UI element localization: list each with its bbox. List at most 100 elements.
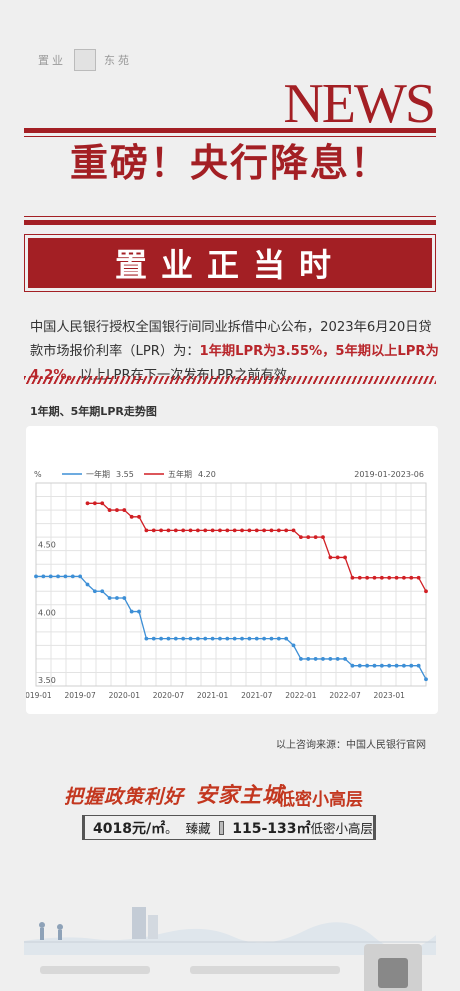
spec-label: 臻藏 <box>185 821 211 836</box>
data-point-one-year <box>78 574 83 579</box>
data-point-one-year <box>387 663 392 668</box>
data-point-one-year <box>173 636 178 641</box>
news-masthead: NEWS <box>283 73 436 135</box>
data-point-five-year <box>284 528 289 533</box>
data-point-five-year <box>291 528 296 533</box>
data-point-five-year <box>328 555 333 560</box>
data-point-five-year <box>276 528 281 533</box>
data-point-one-year <box>321 657 325 661</box>
data-point-five-year <box>203 528 208 533</box>
data-point-one-year <box>379 663 384 668</box>
spec-price: 4018元/㎡。 <box>93 820 178 837</box>
data-point-one-year <box>416 663 421 668</box>
data-point-five-year <box>166 528 171 533</box>
data-point-five-year <box>350 575 355 580</box>
data-point-one-year <box>85 582 90 587</box>
data-point-one-year <box>350 663 355 668</box>
data-point-five-year <box>232 528 237 533</box>
data-point-five-year <box>100 501 105 506</box>
data-point-five-year <box>129 514 134 519</box>
data-point-one-year <box>70 574 75 579</box>
data-point-five-year <box>159 528 163 533</box>
data-point-five-year <box>387 575 392 580</box>
data-point-five-year <box>343 555 347 560</box>
legend-value-five-year: 4.20 <box>198 470 216 479</box>
data-point-five-year <box>115 508 119 512</box>
data-point-five-year <box>335 555 340 560</box>
x-tick-label: 2022-01 <box>285 691 317 700</box>
data-point-five-year <box>92 501 97 506</box>
data-point-one-year <box>137 609 141 614</box>
data-point-five-year <box>394 575 399 580</box>
data-point-five-year <box>372 575 377 580</box>
data-point-five-year <box>173 528 178 533</box>
announcement-paragraph: 中国人民银行授权全国银行间同业拆借中心公布，2023年6月20日贷款市场报价利率… <box>30 316 442 388</box>
data-point-five-year <box>181 528 186 533</box>
data-point-one-year <box>291 643 296 648</box>
building-logo-icon <box>74 49 96 71</box>
spec-bar: 4018元/㎡。 臻藏 115-133㎡低密小高层 <box>82 815 376 840</box>
data-point-one-year <box>48 574 53 579</box>
data-point-one-year <box>181 636 186 641</box>
mid-thin-rule <box>24 216 436 217</box>
plot-frame <box>35 482 427 687</box>
data-point-one-year <box>188 636 193 641</box>
data-point-five-year <box>85 501 90 506</box>
data-point-one-year <box>159 636 163 641</box>
data-point-one-year <box>365 663 370 668</box>
chart-heading: 1年期、5年期LPR走势图 <box>30 405 157 418</box>
data-point-one-year <box>299 657 303 661</box>
headline: 重磅！央行降息！ <box>69 141 390 185</box>
logo-text-left: 置业 <box>38 54 66 67</box>
data-point-one-year <box>247 636 252 641</box>
data-point-one-year <box>232 636 237 641</box>
data-point-one-year <box>402 663 406 668</box>
data-point-one-year <box>254 636 259 641</box>
slogan-home: 安家主城 <box>196 783 284 807</box>
data-point-one-year <box>107 596 112 600</box>
subheadline: 置业正当时 <box>28 238 432 288</box>
data-point-five-year <box>262 528 267 533</box>
data-point-one-year <box>166 636 171 641</box>
qr-code-icon[interactable] <box>364 944 422 991</box>
data-point-five-year <box>225 528 230 533</box>
data-point-five-year <box>299 535 303 540</box>
data-point-one-year <box>195 636 200 641</box>
data-point-five-year <box>107 508 112 512</box>
lpr-chart: 4.50 4.00 3.50 2019-01 2019-07 2020-01 2020-07… <box>26 426 438 714</box>
legend-label-five-year: 五年期 <box>168 469 192 479</box>
data-point-one-year <box>151 636 156 641</box>
data-point-one-year <box>92 589 97 594</box>
data-point-one-year <box>335 657 340 661</box>
data-point-five-year <box>424 589 428 594</box>
data-point-five-year <box>402 575 406 580</box>
data-point-one-year <box>210 636 215 641</box>
subheadline-box: 置业正当时 <box>24 234 436 292</box>
data-point-one-year <box>306 657 311 661</box>
data-point-one-year <box>34 574 38 579</box>
data-point-five-year <box>195 528 200 533</box>
data-point-five-year <box>144 528 149 533</box>
data-point-five-year <box>321 535 325 540</box>
data-point-one-year <box>203 636 208 641</box>
data-point-five-year <box>240 528 244 533</box>
brand-mark-icon <box>218 820 225 835</box>
data-point-one-year <box>218 636 222 641</box>
data-point-five-year <box>313 535 318 540</box>
x-tick-label: 2021-01 <box>197 691 229 700</box>
source-note: 以上咨询来源：中国人民银行官网 <box>276 740 426 751</box>
data-point-five-year <box>254 528 259 533</box>
x-tick-label: 2022-07 <box>329 691 361 700</box>
spec-area: 115-133㎡低密小高层 <box>232 820 373 837</box>
logo: 置业 东苑 <box>38 40 168 80</box>
data-point-one-year <box>122 596 127 600</box>
data-point-five-year <box>269 528 274 533</box>
x-tick-label: 2019-01 <box>26 691 52 700</box>
hatch-divider <box>24 376 436 384</box>
x-tick-label: 2020-07 <box>153 691 185 700</box>
data-point-one-year <box>63 574 68 579</box>
chart-date-range: 2019-01-2023-06 <box>354 470 424 479</box>
data-point-five-year <box>137 514 141 519</box>
data-point-one-year <box>424 677 428 682</box>
legend-label-one-year: 一年期 <box>86 469 110 479</box>
